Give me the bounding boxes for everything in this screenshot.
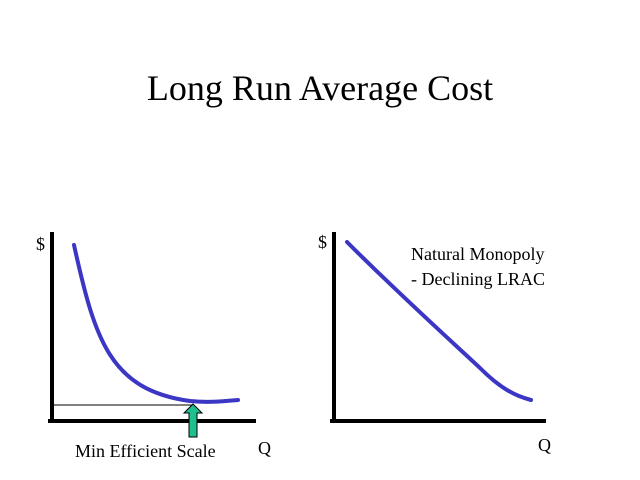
- up-arrow-icon: [182, 403, 204, 438]
- left-x-axis-label: Q: [258, 438, 271, 458]
- right-y-axis-label: $: [318, 232, 327, 252]
- left-lrac-curve: [72, 243, 240, 404]
- left-y-axis-label: $: [36, 234, 45, 254]
- left-diagram: $ Q Min Efficient Scale: [36, 232, 271, 461]
- right-diagram: $ Q Natural Monopoly - Declining LRAC: [318, 232, 551, 455]
- right-x-axis-label: Q: [538, 435, 551, 455]
- natural-monopoly-label: Natural Monopoly: [411, 244, 544, 264]
- declining-lrac-label: - Declining LRAC: [411, 269, 545, 289]
- slide-title: Long Run Average Cost: [146, 68, 494, 108]
- min-efficient-scale-label: Min Efficient Scale: [75, 441, 216, 461]
- right-lrac-curve: [345, 240, 533, 402]
